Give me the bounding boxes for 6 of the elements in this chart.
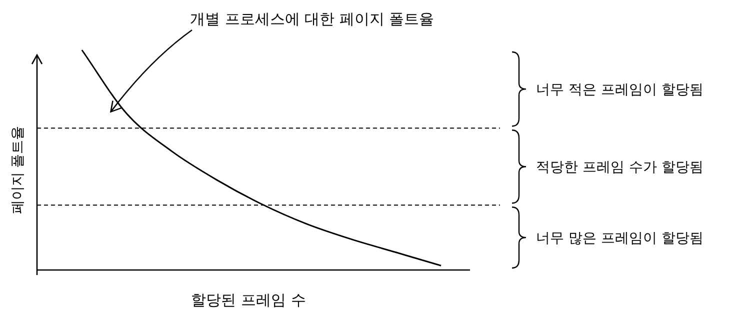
x-axis-title: 할당된 프레임 수 <box>191 291 306 309</box>
y-axis-title: 페이지 폴트율 <box>10 126 26 214</box>
text: 개별 프로세스에 대한 페이지 폴트율 <box>190 10 434 28</box>
text: 너무 많은 프레임이 할당됨 <box>536 230 704 247</box>
text: 적당한 프레임 수가 할당됨 <box>536 160 704 176</box>
text: 너무 적은 프레임이 할당됨 <box>536 82 704 98</box>
